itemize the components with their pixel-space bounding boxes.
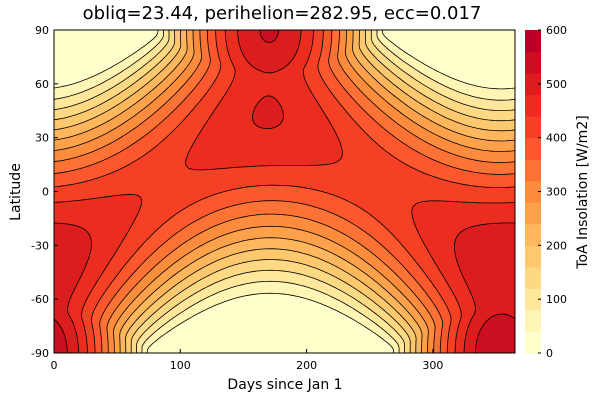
x-tick-label: 300	[422, 359, 443, 372]
colorbar-bands	[525, 30, 541, 354]
y-tick-label: -90	[31, 347, 49, 360]
y-tick-label: -60	[31, 293, 49, 306]
x-axis-label: Days since Jan 1	[227, 377, 342, 393]
contour-line	[53, 29, 516, 353]
y-tick-label: 60	[35, 78, 49, 91]
contour-line	[53, 29, 516, 354]
y-tick-label: 90	[35, 24, 49, 37]
colorbar-band	[525, 116, 541, 139]
colorbar-tick-label: 200	[546, 239, 567, 252]
colorbar-label: ToA Insolation [W/m2]	[575, 115, 591, 269]
colorbar-band	[525, 137, 541, 160]
plot-area	[53, 29, 516, 354]
colorbar-band	[525, 331, 541, 354]
colorbar-band	[525, 245, 541, 268]
x-axis: 0 100 200 300	[51, 349, 443, 372]
colorbar-band	[525, 73, 541, 96]
colorbar-band	[525, 309, 541, 332]
colorbar-tick-label: 400	[546, 132, 567, 145]
y-axis-label: Latitude	[8, 163, 24, 221]
insolation-heatmap	[54, 30, 515, 353]
contour-line	[53, 30, 516, 353]
contour-line	[53, 30, 516, 354]
colorbar-band	[525, 51, 541, 74]
y-axis: -90 -60 -30 0 30 60 90	[31, 24, 58, 360]
colorbar-tick-label: 100	[546, 293, 567, 306]
contour-line	[53, 30, 516, 354]
contour-line	[53, 29, 516, 354]
x-tick-label: 200	[296, 359, 317, 372]
colorbar-band	[525, 288, 541, 311]
contour-line	[53, 29, 516, 354]
colorbar-band	[525, 94, 541, 117]
y-tick-label: 0	[42, 186, 49, 199]
chart-title: obliq=23.44, perihelion=282.95, ecc=0.01…	[83, 3, 482, 24]
y-tick-label: -30	[31, 239, 49, 252]
y-tick-label: 30	[35, 132, 49, 145]
colorbar-tick-label: 300	[546, 186, 567, 199]
contour-lines	[53, 29, 516, 354]
colorbar-tick-label: 0	[546, 347, 553, 360]
colorbar: 0 100 200 300 400 500 600 ToA Insolation [W/m2…	[525, 24, 591, 360]
contour-line	[53, 30, 516, 353]
colorbar-band	[525, 180, 541, 203]
colorbar-band	[525, 202, 541, 225]
colorbar-tick-label: 500	[546, 78, 567, 91]
colorbar-band	[525, 30, 541, 53]
contour-line	[53, 29, 516, 354]
colorbar-tick-label: 600	[546, 24, 567, 37]
contour-line	[53, 30, 516, 353]
x-tick-label: 0	[51, 359, 58, 372]
colorbar-band	[525, 223, 541, 246]
colorbar-ticks: 0 100 200 300 400 500 600	[538, 24, 567, 360]
x-tick-label: 100	[170, 359, 191, 372]
contour-line	[53, 30, 516, 353]
contour-line	[53, 30, 516, 354]
colorbar-band	[525, 159, 541, 182]
contour-line	[53, 29, 516, 353]
colorbar-band	[525, 266, 541, 289]
